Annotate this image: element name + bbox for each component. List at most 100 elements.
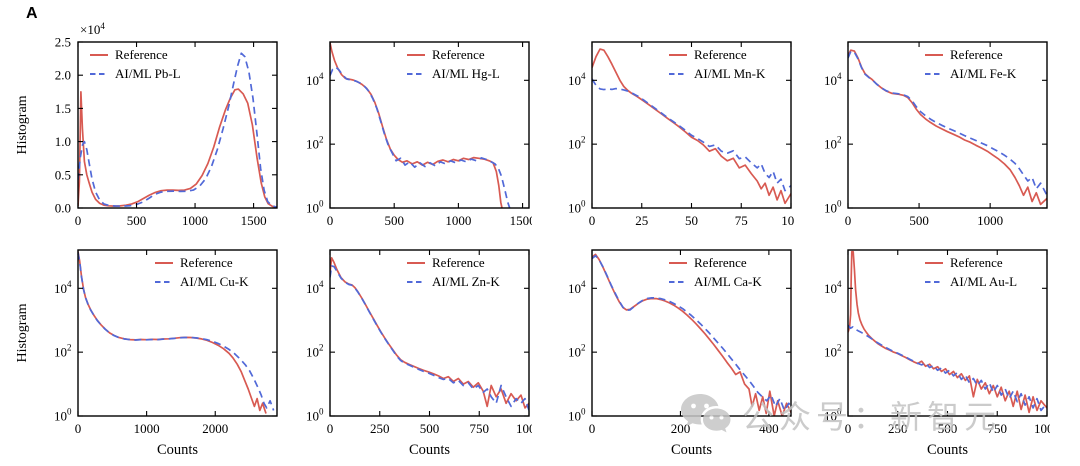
svg-text:200: 200 bbox=[671, 421, 691, 436]
legend-label: Reference bbox=[180, 255, 233, 270]
series-group bbox=[78, 251, 275, 414]
series-group bbox=[592, 253, 791, 416]
axes-box bbox=[77, 41, 278, 209]
legend-label: AI/ML Ca-K bbox=[694, 274, 762, 289]
x-axis: 0 500 1000 1500 bbox=[75, 42, 267, 228]
subplot-cu-k: 0 1000 2000 100 102 104 Histogram Counts Referen… bbox=[10, 222, 280, 466]
svg-text:1000: 1000 bbox=[516, 421, 532, 436]
legend-label: Reference bbox=[694, 47, 747, 62]
x-axis: 0 250 500 750 1000 bbox=[327, 250, 532, 436]
svg-text:1.5: 1.5 bbox=[55, 101, 71, 116]
svg-text:500: 500 bbox=[384, 213, 404, 228]
svg-text:500: 500 bbox=[938, 421, 958, 436]
svg-text:104: 104 bbox=[54, 279, 72, 296]
legend-label: Reference bbox=[432, 255, 485, 270]
svg-text:102: 102 bbox=[306, 343, 324, 360]
series-reference-line bbox=[78, 251, 267, 414]
legend-label: Reference bbox=[950, 47, 1003, 62]
axis-offset-text: ×104 bbox=[80, 21, 105, 37]
svg-text:104: 104 bbox=[306, 279, 324, 296]
subplot-canvas-pb-l: 0 500 1000 1500 0.0 0.5 1.0 1.5 2.0 2.5 ×104 Histog… bbox=[15, 21, 278, 228]
legend: Reference AI/ML Cu-K bbox=[155, 255, 249, 289]
axes-box bbox=[329, 41, 530, 209]
legend-label: AI/ML Cu-K bbox=[180, 274, 249, 289]
svg-text:1500: 1500 bbox=[510, 213, 532, 228]
series-group bbox=[848, 49, 1047, 206]
series-group bbox=[330, 42, 511, 208]
svg-text:102: 102 bbox=[568, 343, 586, 360]
x-axis: 0 1000 2000 bbox=[75, 250, 228, 436]
subplot-mn-k: 0 25 50 75 100 100 102 104 Reference AI/ML Mn-K bbox=[524, 14, 794, 258]
svg-text:104: 104 bbox=[568, 279, 586, 296]
series-reference-line bbox=[78, 88, 277, 208]
svg-text:25: 25 bbox=[635, 213, 648, 228]
y-axis: 100 102 104 bbox=[306, 71, 529, 216]
svg-text:104: 104 bbox=[568, 71, 586, 88]
svg-text:102: 102 bbox=[54, 343, 72, 360]
x-axis-label: Counts bbox=[671, 442, 712, 458]
legend: Reference AI/ML Zn-K bbox=[407, 255, 500, 289]
series-reference-line bbox=[848, 250, 1047, 414]
x-axis: 0 500 1000 bbox=[845, 42, 1003, 228]
x-axis-label: Counts bbox=[409, 442, 450, 458]
subplot-zn-k: 0 250 500 750 1000 100 102 104 Counts Reference AI… bbox=[262, 222, 532, 466]
y-axis-label: Histogram bbox=[15, 95, 30, 154]
svg-text:1000: 1000 bbox=[977, 213, 1003, 228]
svg-text:104: 104 bbox=[306, 71, 324, 88]
svg-text:102: 102 bbox=[824, 135, 842, 152]
series-aiml-line bbox=[592, 254, 791, 412]
series-group bbox=[330, 256, 529, 411]
legend: Reference AI/ML Ca-K bbox=[669, 255, 762, 289]
subplot-canvas-hg-l: 0 500 1000 1500 100 102 104 Reference AI/ML Hg-L bbox=[306, 41, 532, 228]
subplot-ca-k: 0 200 400 100 102 104 Counts Reference AI/ML Ca-… bbox=[524, 222, 794, 466]
subplot-hg-l: 0 500 1000 1500 100 102 104 Reference AI/ML Hg-L bbox=[262, 14, 532, 258]
svg-text:0: 0 bbox=[327, 213, 334, 228]
subplot-canvas-ca-k: 0 200 400 100 102 104 Counts Reference AI/ML Ca-… bbox=[568, 249, 792, 458]
svg-text:250: 250 bbox=[370, 421, 390, 436]
svg-text:100: 100 bbox=[568, 199, 586, 216]
svg-text:0: 0 bbox=[845, 421, 852, 436]
panel-label-a: A bbox=[26, 5, 38, 22]
svg-text:0: 0 bbox=[589, 421, 596, 436]
svg-text:1.0: 1.0 bbox=[55, 134, 71, 149]
legend: Reference AI/ML Fe-K bbox=[925, 47, 1017, 81]
legend-label: Reference bbox=[694, 255, 747, 270]
axes-box bbox=[847, 41, 1048, 209]
series-reference-line bbox=[592, 48, 791, 205]
x-axis: 0 200 400 bbox=[589, 250, 779, 436]
subplot-pb-l: 0 500 1000 1500 0.0 0.5 1.0 1.5 2.0 2.5 ×104 Histog… bbox=[10, 14, 280, 258]
svg-text:0: 0 bbox=[75, 213, 82, 228]
series-group bbox=[592, 48, 791, 205]
svg-text:0.5: 0.5 bbox=[55, 167, 71, 182]
svg-text:0: 0 bbox=[589, 213, 596, 228]
series-aiml-line bbox=[592, 78, 791, 192]
legend-label: AI/ML Pb-L bbox=[115, 66, 181, 81]
series-aiml-line bbox=[330, 66, 511, 208]
svg-text:1000: 1000 bbox=[445, 213, 471, 228]
legend-label: AI/ML Mn-K bbox=[694, 66, 766, 81]
axes-box bbox=[77, 249, 278, 417]
svg-text:500: 500 bbox=[420, 421, 440, 436]
svg-text:0: 0 bbox=[327, 421, 334, 436]
svg-text:100: 100 bbox=[568, 407, 586, 424]
svg-text:100: 100 bbox=[306, 199, 324, 216]
x-axis: 0 25 50 75 100 bbox=[589, 42, 794, 228]
svg-text:2000: 2000 bbox=[202, 421, 228, 436]
series-group bbox=[848, 250, 1047, 414]
legend: Reference AI/ML Au-L bbox=[925, 255, 1017, 289]
svg-text:250: 250 bbox=[888, 421, 908, 436]
legend-label: AI/ML Hg-L bbox=[432, 66, 500, 81]
svg-text:1000: 1000 bbox=[134, 421, 160, 436]
svg-text:100: 100 bbox=[306, 407, 324, 424]
legend-label: AI/ML Fe-K bbox=[950, 66, 1017, 81]
svg-text:50: 50 bbox=[685, 213, 698, 228]
svg-text:100: 100 bbox=[54, 407, 72, 424]
svg-text:500: 500 bbox=[909, 213, 929, 228]
subplot-canvas-fe-k: 0 500 1000 100 102 104 Reference AI/ML Fe-K bbox=[824, 41, 1048, 228]
svg-text:1500: 1500 bbox=[241, 213, 267, 228]
subplot-fe-k: 0 500 1000 100 102 104 Reference AI/ML Fe-K bbox=[780, 14, 1050, 258]
x-axis: 0 500 1000 1500 bbox=[327, 42, 532, 228]
svg-text:750: 750 bbox=[988, 421, 1008, 436]
svg-text:102: 102 bbox=[824, 343, 842, 360]
